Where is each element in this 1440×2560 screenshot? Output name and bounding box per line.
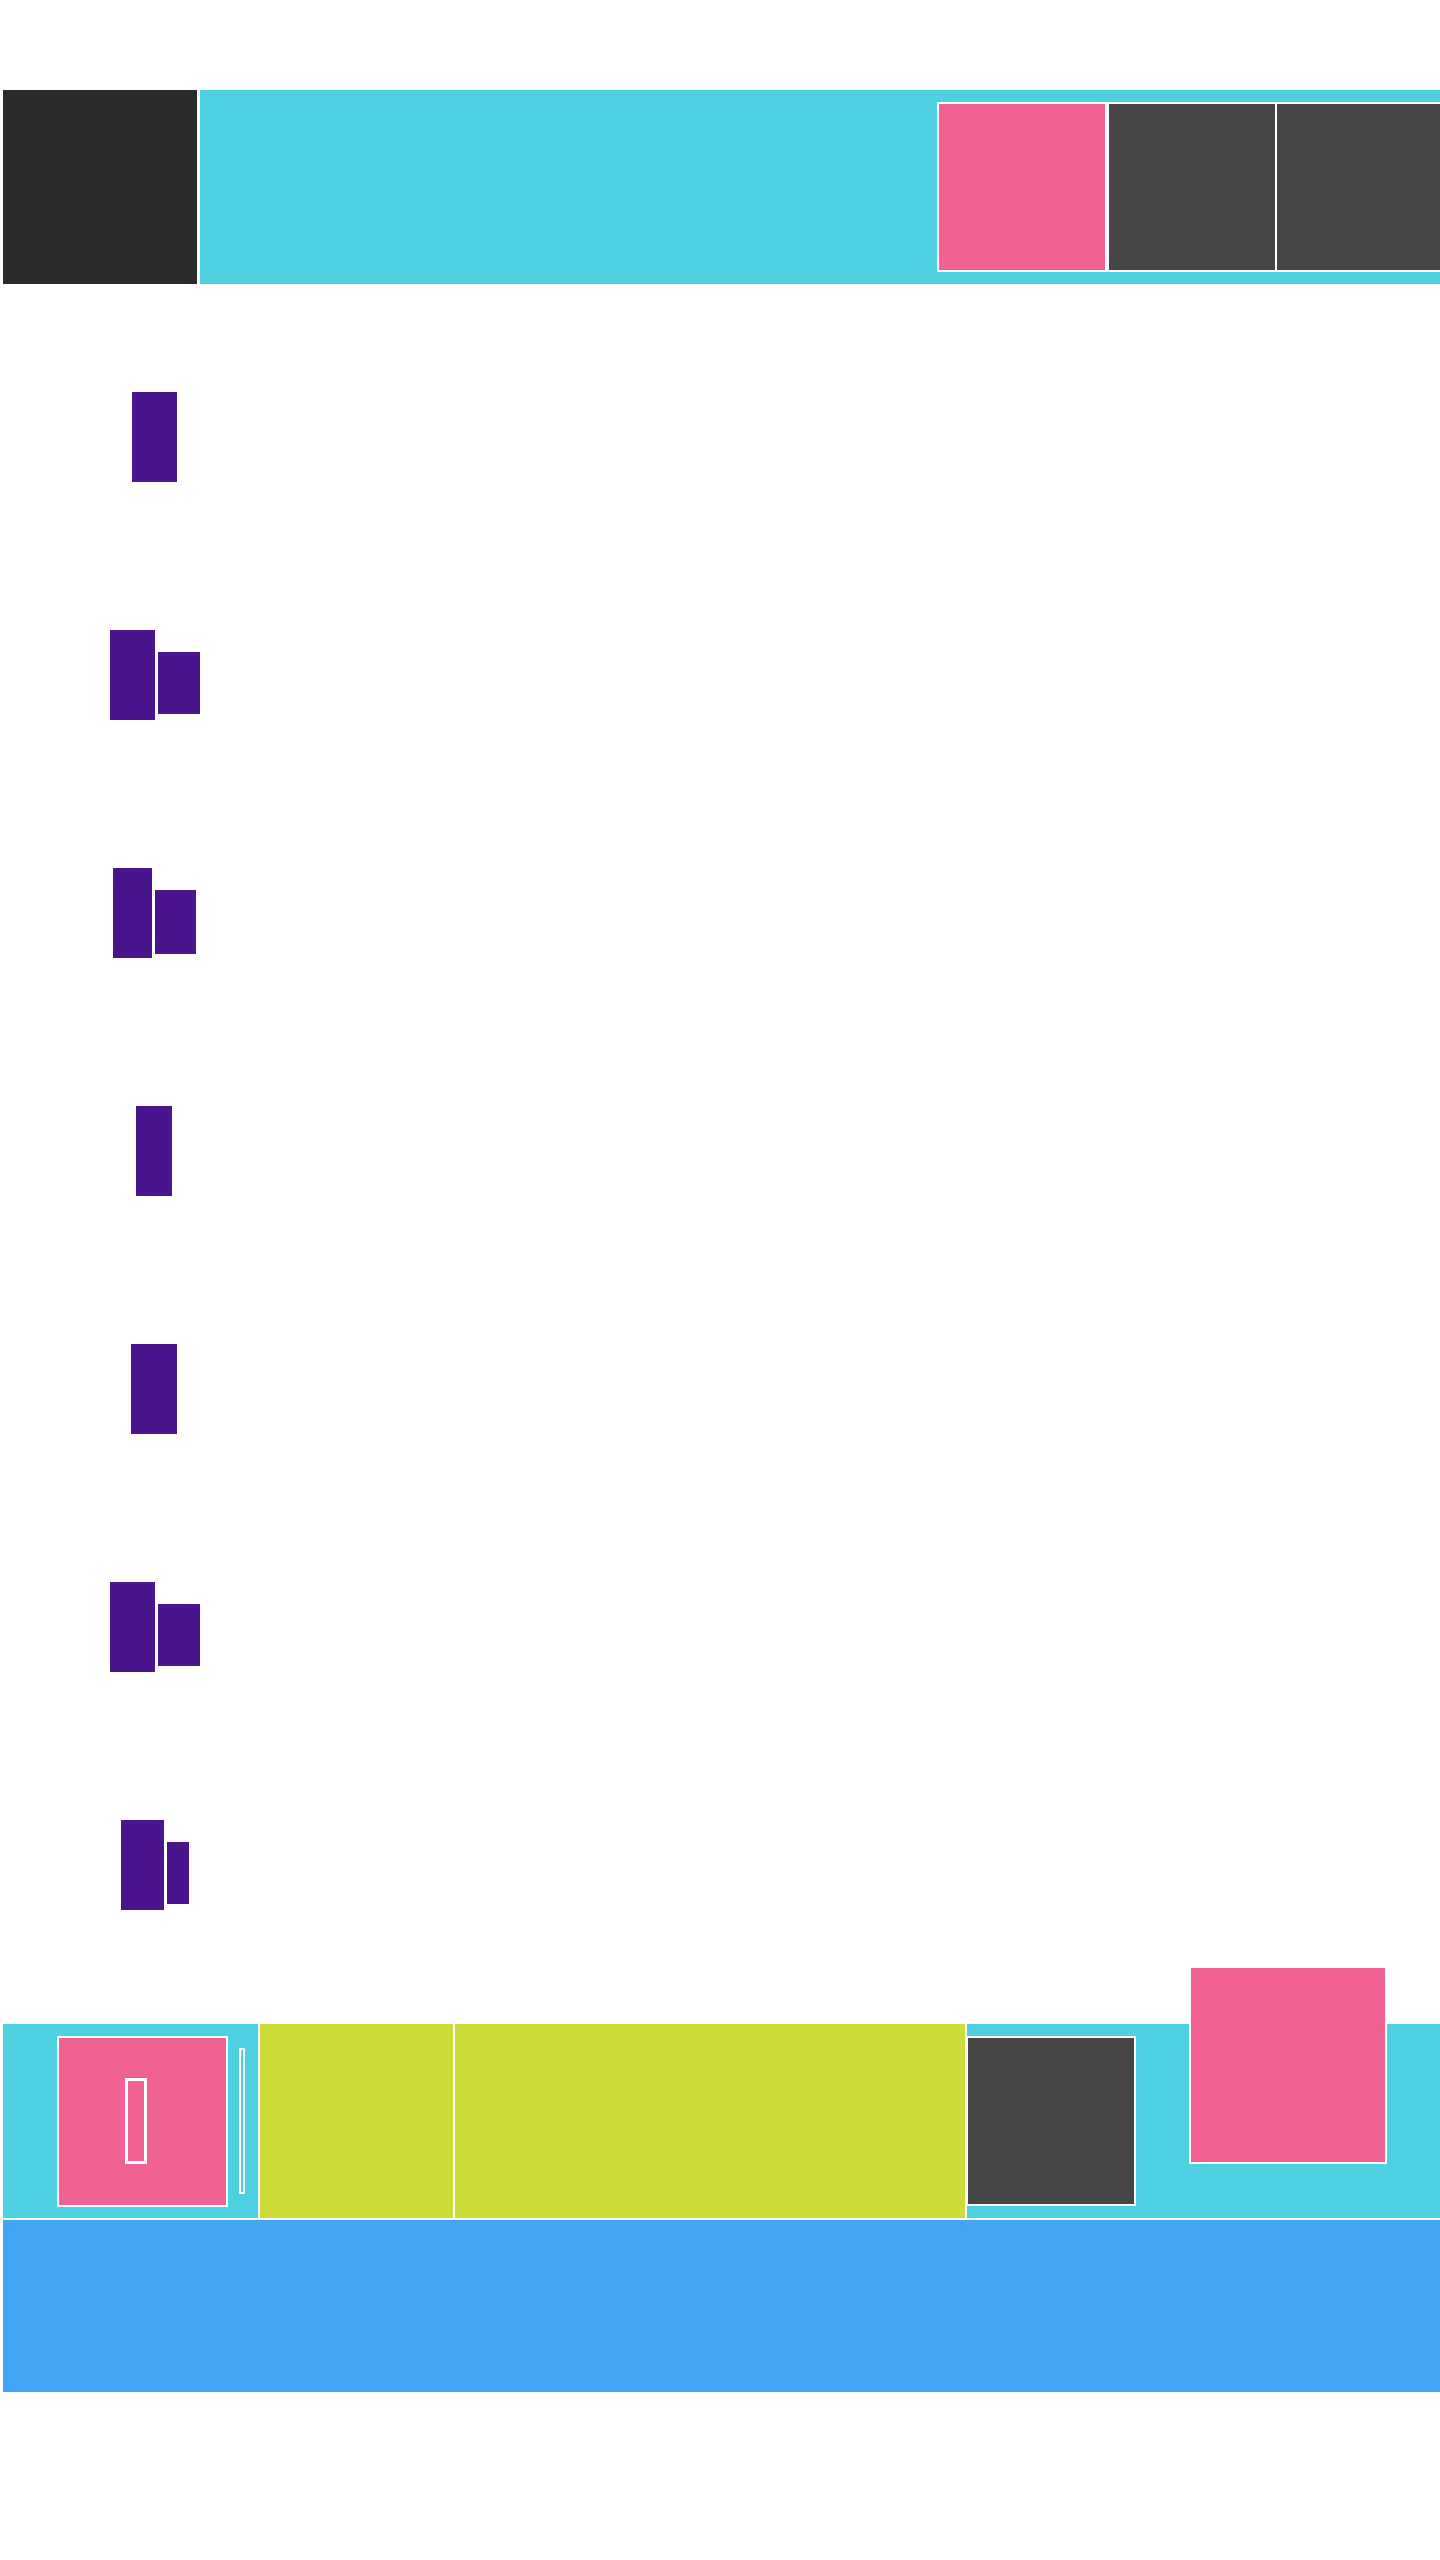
list-item[interactable]: [0, 808, 1440, 1046]
list-item[interactable]: [0, 332, 1440, 570]
top-overflow-action-button[interactable]: [1275, 102, 1440, 272]
top-app-bar: [3, 90, 1440, 284]
nav-divider: [197, 90, 200, 284]
top-secondary-action-button[interactable]: [1107, 102, 1277, 272]
chart-icon-bar: [155, 652, 200, 714]
dark-action-button[interactable]: [966, 2036, 1136, 2206]
chart-icon-bar: [152, 890, 196, 954]
chart-icon-bar: [136, 1106, 172, 1196]
pink-toggle-button[interactable]: [57, 2036, 228, 2207]
chart-icon-bar: [110, 1582, 155, 1672]
chart-icon-bar: [121, 1820, 164, 1910]
pink-toggle-icon: [125, 2078, 147, 2164]
chart-icon-bar: [110, 630, 155, 720]
toolbar-field-left[interactable]: [258, 2024, 455, 2218]
chart-icon-bar: [113, 868, 152, 958]
chart-icon-bar: [132, 392, 177, 482]
footer-band: [3, 2220, 1440, 2392]
chart-icon-bar: [155, 1604, 200, 1666]
toolbar-drag-handle[interactable]: [239, 2048, 245, 2194]
list-item[interactable]: [0, 1046, 1440, 1284]
top-primary-action-button[interactable]: [937, 102, 1107, 272]
list-item[interactable]: [0, 1522, 1440, 1760]
nav-menu-button[interactable]: [3, 90, 197, 284]
list-item[interactable]: [0, 1284, 1440, 1522]
list-item[interactable]: [0, 1760, 1440, 1998]
chart-icon-bar: [131, 1344, 177, 1434]
toolbar-field-main[interactable]: [453, 2024, 967, 2218]
chart-icon-bar: [164, 1842, 189, 1904]
floating-action-button[interactable]: [1189, 1966, 1387, 2164]
list-item[interactable]: [0, 570, 1440, 808]
